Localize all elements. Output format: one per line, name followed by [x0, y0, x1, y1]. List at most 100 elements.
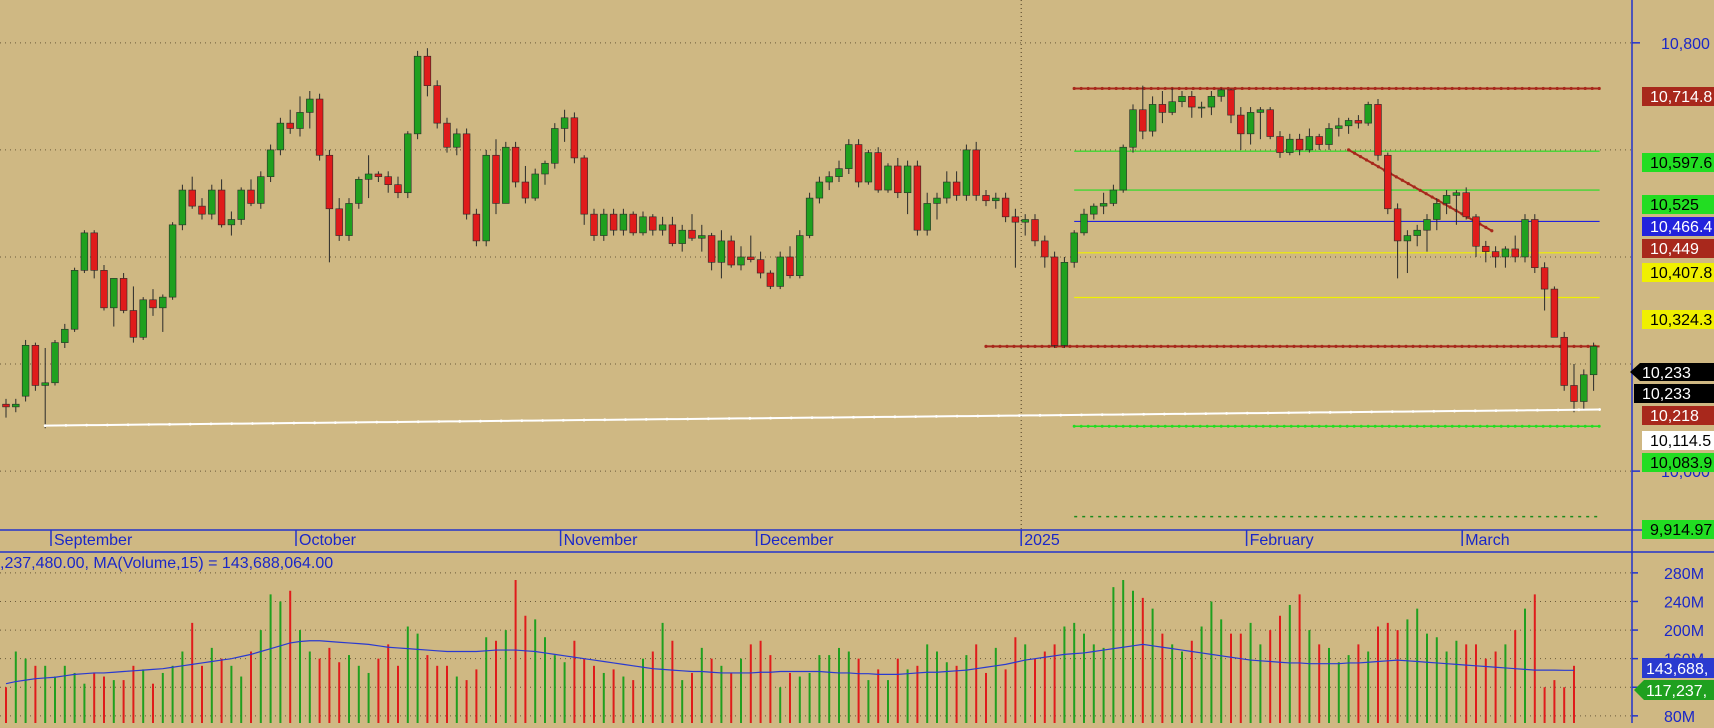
moving-average-dot [644, 417, 648, 421]
resistance-level-dot [1408, 86, 1412, 91]
moving-average-dot [271, 421, 275, 425]
green-level-dot [1520, 424, 1524, 428]
resistance-level-dot [1436, 86, 1440, 91]
candle-up [453, 133, 461, 148]
support-level-dot [1439, 344, 1443, 348]
price-level-label: 10,525 [1650, 197, 1699, 214]
candle-up [1589, 346, 1598, 376]
green-level-dot [1107, 424, 1111, 428]
candle-up [1217, 89, 1225, 97]
moving-average-dot [893, 415, 897, 419]
resistance-level-dot [1331, 86, 1335, 91]
support-level-dot [1292, 344, 1296, 348]
downtrend-dot [1418, 188, 1422, 192]
moving-average-dot [997, 414, 1000, 418]
resistance-level-dot [1226, 86, 1230, 91]
green-level-dot [1142, 424, 1146, 428]
resistance-level-dot [1128, 86, 1132, 91]
candle-up [884, 165, 892, 191]
candle-down [1031, 219, 1039, 242]
resistance-level-dot [1485, 86, 1489, 91]
support-level-dot [1320, 344, 1324, 348]
green-level-dot [1590, 424, 1594, 428]
candle-up [639, 216, 647, 234]
moving-average-dot [1287, 411, 1291, 415]
support-level-dot [1376, 344, 1380, 348]
candle-down [119, 278, 128, 311]
resistance-level-dot [1142, 86, 1146, 91]
moving-average-dot [499, 419, 503, 423]
green-level-dot [1135, 424, 1139, 428]
resistance-level-dot [1149, 86, 1153, 91]
support-level-dot [1047, 344, 1051, 348]
candle-up [1521, 219, 1529, 258]
candle-down [1011, 216, 1020, 223]
green-level-dot [1233, 424, 1237, 428]
support-level-dot [1432, 344, 1436, 348]
candle-up [1413, 229, 1421, 236]
candle-up [1364, 104, 1372, 124]
candle-down [521, 181, 530, 199]
candle-up [1501, 248, 1510, 258]
support-level-dot [1390, 344, 1394, 348]
candle-down [1237, 114, 1245, 135]
resistance-level-dot [1282, 86, 1286, 91]
price-level-badge [1642, 520, 1714, 539]
resistance-level-dot [1093, 86, 1097, 91]
candle-down [31, 345, 40, 386]
resistance-level-dot [1079, 86, 1083, 91]
candle-down [747, 256, 755, 260]
green-level-dot [1541, 424, 1545, 428]
candle-down [1315, 136, 1323, 145]
candle-up [1168, 101, 1176, 113]
moving-average-dot [333, 421, 337, 425]
candle-down [688, 229, 696, 239]
candle-down [580, 157, 588, 215]
axis-labels: September October November December 2025 Febr… [50, 36, 1714, 726]
resistance-level-dot [1569, 86, 1573, 91]
support-level-dot [1096, 344, 1100, 348]
green-level-dot [1303, 424, 1307, 428]
price-level-badge [1634, 384, 1714, 403]
green-level-dot [1177, 424, 1181, 428]
green-level-dot [1261, 424, 1265, 428]
support-level-dot [1180, 344, 1184, 348]
moving-average-dot [1308, 411, 1311, 414]
support-level-dot [1117, 344, 1121, 348]
candle-down [1540, 267, 1549, 290]
candle-up [404, 133, 412, 194]
candle-up [835, 168, 843, 177]
candle-up [413, 55, 422, 135]
candle-up [1256, 109, 1265, 113]
support-level-dot [1334, 344, 1338, 348]
downtrend-dot [1376, 165, 1381, 169]
support-level-dot [1019, 344, 1023, 348]
month-label: December [760, 532, 834, 549]
moving-average-dot [1328, 410, 1332, 414]
candle-down [1050, 256, 1059, 346]
price-level-label: 10,233 [1642, 386, 1691, 403]
candle-down [1266, 109, 1274, 137]
candle-up [364, 173, 373, 180]
green-level-dot [1310, 424, 1314, 428]
resistance-level-dot [1212, 86, 1216, 91]
candle-up [678, 229, 686, 244]
support-level-dot [1103, 344, 1107, 348]
green-level-dot [1562, 424, 1566, 428]
green-level-dot [1394, 424, 1398, 428]
candle-down [462, 133, 471, 215]
green-level-dot [1128, 424, 1132, 428]
month-label: March [1465, 532, 1509, 549]
resistance-level-dot [1317, 86, 1321, 91]
moving-average-series [43, 408, 1601, 428]
green-level-dot [1436, 424, 1440, 428]
volume-indicator-title: ,237,480.00, MA(Volume,15) = 143,688,064… [0, 555, 333, 572]
candle-up [1099, 203, 1108, 207]
candle-up [12, 403, 20, 408]
candle-up [658, 224, 667, 231]
green-level-dot [1492, 424, 1496, 428]
support-level-dot [1138, 344, 1142, 348]
moving-average-dot [188, 422, 192, 426]
